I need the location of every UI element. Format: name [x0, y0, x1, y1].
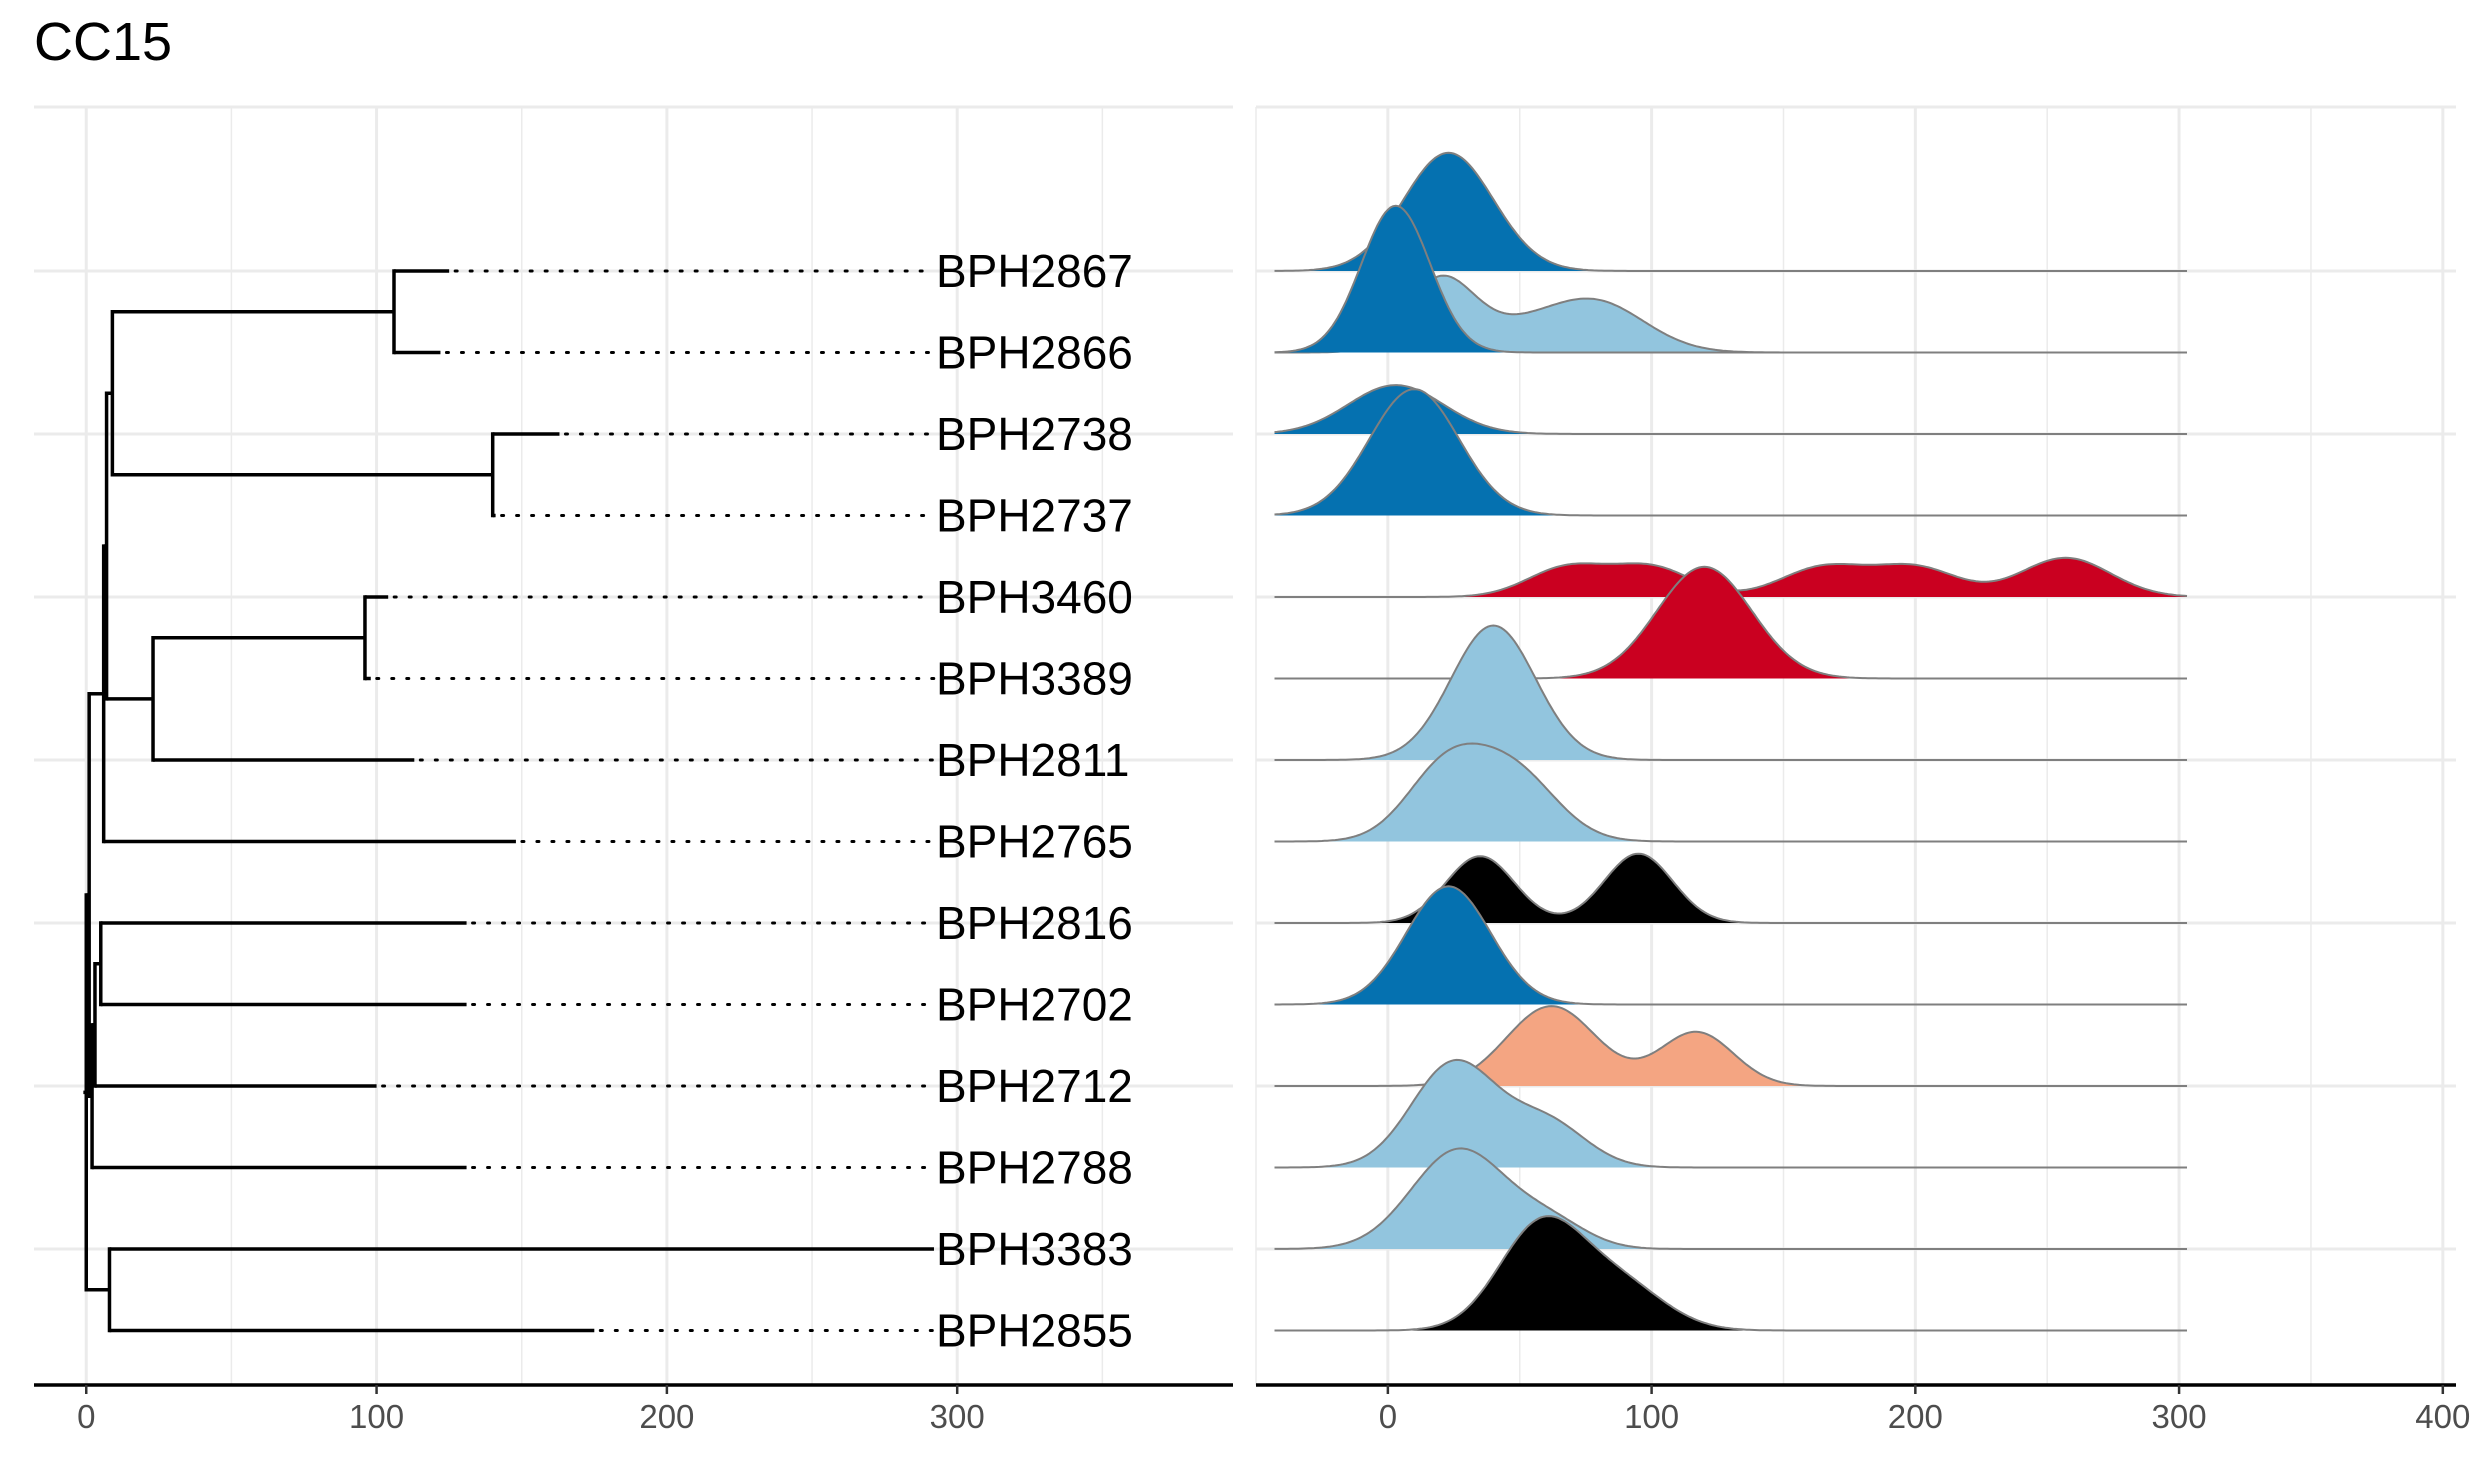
ridge-density-outline	[1274, 885, 2187, 1006]
ridge-density-outline	[1274, 204, 2187, 354]
tree-x-tick-label: 0	[77, 1398, 95, 1435]
tip-label: BPH2737	[936, 490, 1133, 542]
tip-label: BPH2712	[936, 1060, 1133, 1112]
tip-label: BPH3389	[936, 653, 1133, 705]
tip-label: BPH2811	[936, 734, 1130, 786]
ridge-density-fill	[1274, 566, 2187, 679]
ridge-density-fill	[1274, 385, 2187, 434]
tip-label: BPH2765	[936, 816, 1133, 868]
ridge-x-tick-label: 400	[2415, 1398, 2470, 1435]
ridge-density-fill	[1274, 1006, 2187, 1086]
ridge-density-fill	[1274, 853, 2187, 923]
chart-title: CC15	[34, 12, 172, 72]
tree-x-tick-label: 300	[930, 1398, 985, 1435]
ridge-density-fill	[1274, 275, 2187, 353]
ridge-density-outline	[1274, 1215, 2187, 1332]
ridge-density-fill	[1274, 1059, 2187, 1168]
ridge-density-outline	[1274, 742, 2187, 843]
ridge-density-fill	[1274, 625, 2187, 760]
ridge-density-outline	[1274, 624, 2187, 761]
ridge-density-outline	[1274, 388, 2187, 517]
tip-label: BPH3460	[936, 571, 1133, 623]
tree-x-tick-label: 200	[639, 1398, 694, 1435]
ridge-density-outline	[1274, 151, 2187, 272]
ridge-x-tick-label: 200	[1888, 1398, 1943, 1435]
tree-x-tick-label: 100	[349, 1398, 404, 1435]
tip-label: BPH2738	[936, 408, 1133, 460]
ridge-density-outline	[1274, 1058, 2187, 1169]
ridge-density-fill	[1274, 743, 2187, 842]
tip-label: BPH2866	[936, 327, 1133, 379]
ridge-panel: 0 100 200 300 400	[1255, 105, 2470, 1435]
tip-label: BPH2788	[936, 1142, 1133, 1194]
ridge-density-fill	[1274, 886, 2187, 1005]
tip-label: BPH2867	[936, 245, 1133, 297]
tip-label: BPH2855	[936, 1305, 1133, 1357]
tip-label: BPH2816	[936, 897, 1133, 949]
ridge-density-fill	[1274, 389, 2187, 516]
ridge-x-tick-label: 300	[2152, 1398, 2207, 1435]
ridge-density-outline	[1274, 852, 2187, 924]
ridge-density-fill	[1274, 1216, 2187, 1331]
ridge-density-fill	[1274, 205, 2187, 353]
ridge-x-tick-label: 0	[1379, 1398, 1397, 1435]
ridge-density-outline	[1274, 565, 2187, 680]
tree-panel: BPH2867 BPH2866 BPH2738 BPH2737 BPH3460 BPH33…	[34, 105, 1233, 1435]
tip-label: BPH2702	[936, 979, 1133, 1031]
ridge-density-fill	[1274, 557, 2187, 597]
ridge-density-outline	[1274, 1147, 2187, 1250]
ridge-x-tick-label: 100	[1624, 1398, 1679, 1435]
ridge-density-fill	[1274, 152, 2187, 271]
tip-label: BPH3383	[936, 1223, 1133, 1275]
